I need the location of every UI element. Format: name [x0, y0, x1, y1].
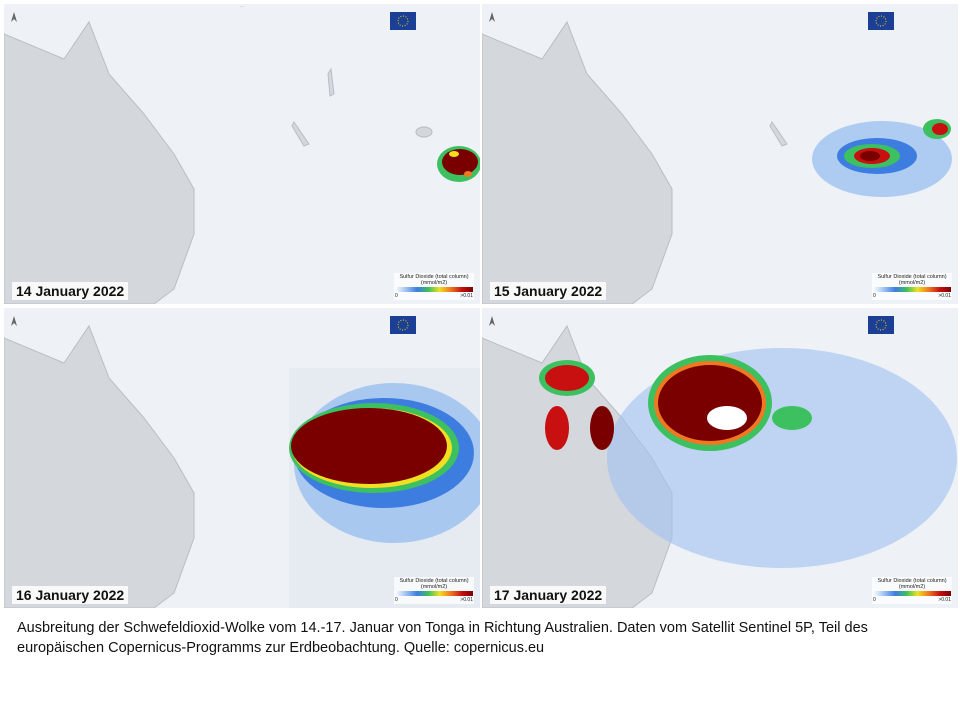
- so2-plume-core: [291, 408, 447, 484]
- legend-unit: (mmol/m2): [898, 280, 926, 286]
- legend-unit: (mmol/m2): [420, 584, 448, 590]
- legend-title: Sulfur Dioxide (total column): [399, 578, 469, 584]
- new-caledonia: [291, 121, 310, 147]
- compass-icon: [9, 313, 19, 326]
- legend-max: >0.01: [460, 597, 473, 603]
- so2-plume-core: [658, 365, 762, 441]
- top-credit: ···: [240, 5, 244, 9]
- legend-unit: (mmol/m2): [420, 280, 448, 286]
- legend-title: Sulfur Dioxide (total column): [399, 274, 469, 280]
- date-label: 17 January 2022: [490, 586, 607, 604]
- legend-min: 0: [873, 597, 876, 603]
- legend-colorbar: [873, 591, 951, 596]
- figure-caption: Ausbreitung der Schwefeldioxid-Wolke vom…: [17, 620, 868, 656]
- new-caledonia: [769, 121, 788, 147]
- map-panel-15-jan: 15 January 2022 Sulfur Dioxide (total co…: [482, 4, 958, 304]
- date-label: 15 January 2022: [490, 282, 607, 300]
- date-label: 14 January 2022: [12, 282, 129, 300]
- australia-landmass: [482, 20, 673, 304]
- so2-legend: Sulfur Dioxide (total column) (mmol/m2) …: [872, 273, 952, 300]
- fiji: [415, 126, 433, 138]
- map-panel-17-jan: 17 January 2022 Sulfur Dioxide (total co…: [482, 308, 958, 608]
- eu-flag-icon: [868, 316, 894, 334]
- so2-legend: Sulfur Dioxide (total column) (mmol/m2) …: [872, 577, 952, 604]
- legend-min: 0: [873, 293, 876, 299]
- legend-max: >0.01: [938, 293, 951, 299]
- compass-icon: [487, 9, 497, 22]
- date-label: 16 January 2022: [12, 586, 129, 604]
- so2-legend: Sulfur Dioxide (total column) (mmol/m2) …: [394, 577, 474, 604]
- so2-legend: Sulfur Dioxide (total column) (mmol/m2) …: [394, 273, 474, 300]
- vanuatu: [327, 67, 335, 97]
- legend-unit: (mmol/m2): [898, 584, 926, 590]
- australia-landmass: [4, 324, 195, 608]
- map-image: [4, 308, 480, 608]
- so2-plume-core: [442, 149, 478, 175]
- eu-flag-icon: [390, 316, 416, 334]
- eu-flag-icon: [390, 12, 416, 30]
- eu-flag-icon: [868, 12, 894, 30]
- compass-icon: [487, 313, 497, 326]
- compass-icon: [9, 9, 19, 22]
- legend-title: Sulfur Dioxide (total column): [877, 274, 947, 280]
- map-panel-14-jan: ··· 14 January 2022 Sulfur Dioxide (tota…: [4, 4, 480, 304]
- legend-title: Sulfur Dioxide (total column): [877, 578, 947, 584]
- legend-min: 0: [395, 293, 398, 299]
- legend-colorbar: [395, 591, 473, 596]
- legend-max: >0.01: [460, 293, 473, 299]
- map-image: [4, 4, 480, 304]
- legend-max: >0.01: [938, 597, 951, 603]
- map-panel-16-jan: 16 January 2022 Sulfur Dioxide (total co…: [4, 308, 480, 608]
- australia-landmass: [4, 20, 195, 304]
- map-image: [482, 4, 958, 304]
- legend-colorbar: [395, 287, 473, 292]
- map-image: [482, 308, 958, 608]
- legend-min: 0: [395, 597, 398, 603]
- legend-colorbar: [873, 287, 951, 292]
